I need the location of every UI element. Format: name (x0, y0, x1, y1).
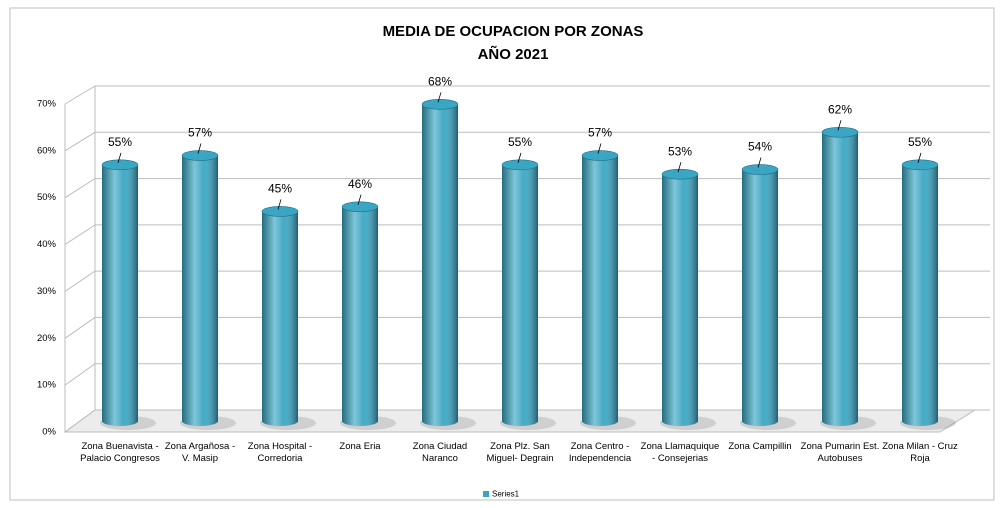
leader-line (597, 143, 602, 154)
bar-shade (822, 132, 858, 426)
leader-line (517, 152, 522, 163)
bar-top (741, 164, 779, 175)
bar-shade (662, 174, 698, 426)
bar (180, 150, 236, 430)
legend-swatch (483, 491, 489, 497)
bar-top (661, 168, 699, 180)
bar-shade (342, 206, 378, 426)
bar-shade (902, 164, 938, 426)
data-label: 45% (268, 182, 292, 196)
chart-subtitle: AÑO 2021 (478, 45, 549, 63)
y-tick-label: 0% (42, 427, 56, 438)
grid-line (64, 85, 990, 105)
y-tick-label: 70% (37, 99, 57, 110)
bar-top (821, 126, 859, 138)
data-label: 53% (668, 144, 692, 158)
bar (260, 206, 316, 430)
y-tick-label: 50% (37, 192, 57, 203)
bar (340, 201, 396, 430)
bar-top (501, 159, 539, 171)
legend-label: Series1 (492, 490, 520, 499)
data-label: 57% (588, 126, 612, 140)
bar-shade (102, 164, 138, 426)
x-tick-label: Zona Centro - Independencia (568, 441, 632, 464)
x-tick-label: Zona Plz. San Miguel- Degrain (486, 441, 554, 464)
leader-line (197, 143, 202, 154)
bar-top (421, 99, 459, 110)
leader-line (117, 152, 122, 163)
bar (100, 159, 156, 430)
x-tick-label: Zona Hospital - Corredoria (247, 441, 313, 464)
y-tick-label: 40% (37, 239, 57, 250)
x-tick-label: Zona Campillin (728, 441, 792, 452)
leader-line (437, 92, 442, 103)
bar (900, 159, 956, 430)
leader-line (917, 152, 922, 163)
grid-line (64, 131, 990, 152)
bar (740, 164, 796, 430)
bar-shade (182, 155, 218, 427)
bar-top (341, 201, 379, 213)
x-tick-label: Zona Argañosa - V. Masip (164, 441, 236, 464)
bar (660, 168, 716, 430)
y-tick-label: 20% (37, 333, 57, 344)
bar-shade (422, 104, 458, 427)
y-tick-label: 30% (37, 286, 57, 297)
leader-line (677, 162, 682, 173)
y-tick-label: 60% (37, 145, 57, 156)
x-tick-label: Zona Eria (339, 441, 381, 452)
data-label: 55% (108, 135, 132, 149)
data-label: 57% (188, 126, 212, 140)
bar-top (181, 150, 219, 161)
leader-line (357, 194, 362, 205)
bar-shade (742, 169, 778, 426)
bar (820, 126, 876, 430)
data-label: 55% (508, 135, 532, 149)
x-tick-label: Zona Milan - Cruz Roja (882, 441, 958, 464)
bar-top (581, 150, 619, 161)
data-label: 55% (908, 135, 932, 149)
leader-line (277, 199, 282, 210)
bar-top (101, 159, 139, 171)
leader-line (757, 157, 762, 168)
data-label: 46% (348, 177, 372, 191)
bar-top (901, 159, 939, 171)
bar (580, 150, 636, 430)
bar (420, 99, 476, 430)
data-label: 62% (828, 102, 852, 116)
y-tick-label: 10% (37, 380, 57, 391)
bar-top (261, 206, 299, 217)
chart-title: MEDIA DE OCUPACION POR ZONAS (383, 23, 644, 40)
x-tick-label: Zona Pumarin Est. Autobuses (800, 441, 880, 464)
x-tick-label: Zona Llamaquique - Consejerias (640, 441, 720, 464)
bar (500, 159, 556, 430)
data-label: 68% (428, 74, 452, 88)
bar-shade (262, 211, 298, 426)
data-label: 54% (748, 140, 772, 154)
bar-shade (582, 155, 618, 427)
leader-line (837, 120, 842, 131)
x-tick-label: Zona Buenavista - Palacio Congresos (80, 441, 160, 464)
x-tick-label: Zona Ciudad Naranco (412, 441, 468, 464)
bar-shade (502, 164, 538, 426)
